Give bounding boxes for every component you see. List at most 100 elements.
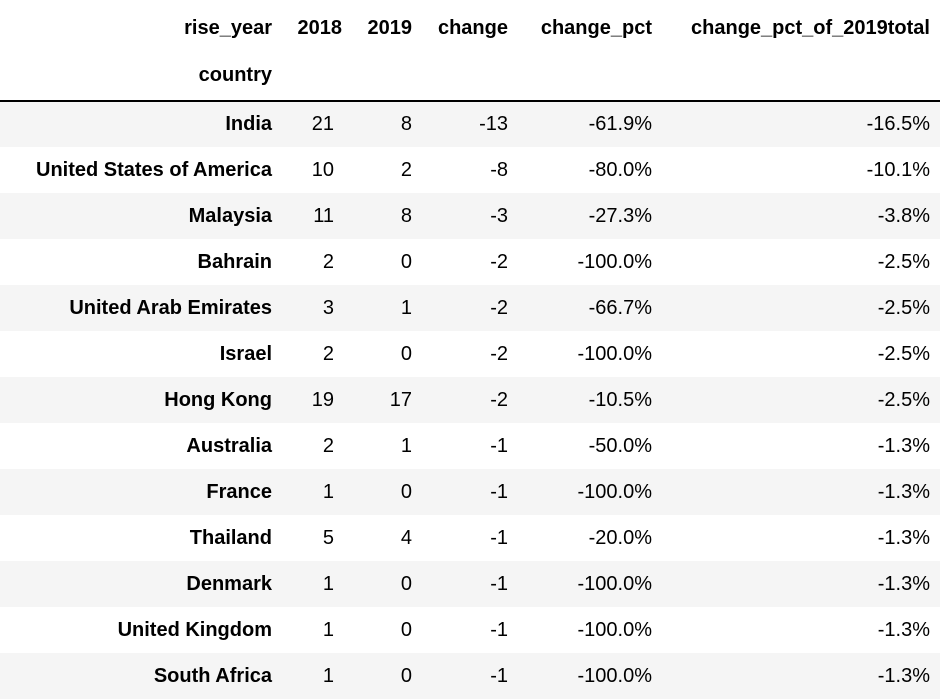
cell-change-pct-of-2019total: -1.3%: [877, 572, 930, 595]
table-row: India 21 8 -13 -61.9% -16.5%: [0, 101, 940, 147]
cell-change-pct-of-2019total: -1.3%: [877, 664, 930, 687]
cell-change-pct-of-2019total: -2.5%: [877, 388, 930, 411]
cell-change-pct-of-2019total: -16.5%: [866, 113, 930, 135]
table-row: Israel 2 0 -2 -100.0% -2.5%: [0, 331, 940, 377]
cell-change-pct: -10.5%: [588, 388, 652, 411]
row-label-country: Australia: [186, 434, 272, 457]
cell-change: -1: [490, 526, 508, 549]
cell-change-pct: -100.0%: [577, 664, 653, 687]
cell-change-pct-of-2019total: -2.5%: [877, 296, 930, 319]
cell-change-pct: -80.0%: [588, 158, 652, 181]
row-label-country: Thailand: [189, 526, 272, 549]
table-row: Australia 2 1 -1 -50.0% -1.3%: [0, 423, 940, 469]
cell-2019: 1: [400, 434, 412, 457]
cell-2019: 8: [400, 204, 412, 227]
table-row: United States of America 10 2 -8 -80.0% -10.1…: [0, 147, 940, 193]
cell-change-pct-of-2019total: -10.1%: [866, 158, 930, 181]
cell-2018: 11: [313, 204, 334, 227]
table-row: United Arab Emirates 3 1 -2 -66.7% -2.5%: [0, 285, 940, 331]
columns-name-label: rise_year: [0, 0, 282, 54]
cell-2019: 0: [400, 664, 412, 687]
cell-2019: 1: [400, 296, 412, 319]
cell-change-pct: -50.0%: [588, 434, 652, 457]
cell-change: -2: [490, 296, 508, 319]
cell-change: -8: [490, 158, 508, 181]
table-row: Malaysia 11 8 -3 -27.3% -3.8%: [0, 193, 940, 239]
cell-change-pct-of-2019total: -1.3%: [877, 434, 930, 457]
column-header-row: rise_year 2018 2019 change change_pct ch…: [0, 0, 940, 54]
table-row: United Kingdom 1 0 -1 -100.0% -1.3%: [0, 607, 940, 653]
table-row: Thailand 5 4 -1 -20.0% -1.3%: [0, 515, 940, 561]
table-row: France 1 0 -1 -100.0% -1.3%: [0, 469, 940, 515]
index-header-row: country: [0, 54, 940, 101]
cell-change-pct: -27.3%: [588, 204, 652, 227]
cell-change-pct-of-2019total: -2.5%: [877, 342, 930, 365]
row-label-country: United Kingdom: [117, 618, 272, 641]
row-label-country: United States of America: [36, 158, 272, 181]
cell-change-pct: -100.0%: [577, 480, 653, 503]
row-label-country: South Africa: [153, 664, 272, 687]
column-header-2018: 2018: [282, 0, 352, 54]
cell-2018: 1: [322, 572, 334, 595]
column-header-change: change: [422, 0, 518, 54]
column-header-change-pct: change_pct: [518, 0, 662, 54]
cell-change-pct-of-2019total: -1.3%: [877, 480, 930, 503]
cell-2018: 3: [322, 296, 334, 319]
row-label-country: France: [206, 480, 272, 503]
cell-2018: 2: [322, 250, 334, 273]
row-label-country: India: [225, 113, 272, 135]
cell-change-pct-of-2019total: -3.8%: [877, 204, 930, 227]
cell-change-pct: -100.0%: [577, 342, 653, 365]
table-body: India 21 8 -13 -61.9% -16.5% United States of …: [0, 101, 940, 699]
cell-change-pct: -100.0%: [577, 572, 653, 595]
cell-change: -1: [490, 664, 508, 687]
row-label-country: United Arab Emirates: [69, 296, 272, 319]
cell-2019: 8: [400, 113, 412, 135]
row-label-country: Denmark: [186, 572, 272, 595]
cell-change-pct-of-2019total: -2.5%: [877, 250, 930, 273]
cell-change: -1: [490, 434, 508, 457]
cell-change-pct: -20.0%: [588, 526, 652, 549]
cell-2019: 0: [400, 480, 412, 503]
row-label-country: Bahrain: [197, 250, 272, 273]
cell-2018: 21: [311, 113, 334, 135]
cell-change: -1: [490, 618, 508, 641]
cell-2018: 2: [322, 434, 334, 457]
cell-2018: 2: [322, 342, 334, 365]
column-header-change-pct-of-2019total: change_pct_of_2019total: [662, 0, 940, 54]
cell-2019: 0: [400, 342, 412, 365]
cell-change: -1: [490, 572, 508, 595]
cell-2019: 4: [400, 526, 412, 549]
cell-2019: 0: [400, 618, 412, 641]
cell-2018: 1: [322, 480, 334, 503]
cell-2018: 1: [322, 664, 334, 687]
cell-2019: 17: [389, 388, 412, 411]
cell-change: -13: [479, 113, 508, 135]
cell-2018: 5: [322, 526, 334, 549]
table-row: Hong Kong 19 17 -2 -10.5% -2.5%: [0, 377, 940, 423]
table-row: South Africa 1 0 -1 -100.0% -1.3%: [0, 653, 940, 699]
cell-2019: 0: [400, 250, 412, 273]
cell-change-pct: -100.0%: [577, 250, 653, 273]
table-row: Bahrain 2 0 -2 -100.0% -2.5%: [0, 239, 940, 285]
cell-2019: 2: [400, 158, 412, 181]
cell-change-pct: -66.7%: [588, 296, 652, 319]
cell-2018: 19: [311, 388, 334, 411]
cell-change: -2: [490, 342, 508, 365]
cell-change: -2: [490, 388, 508, 411]
table-row: Denmark 1 0 -1 -100.0% -1.3%: [0, 561, 940, 607]
table-header: rise_year 2018 2019 change change_pct ch…: [0, 0, 940, 101]
index-name-label: country: [0, 54, 282, 101]
column-header-2019: 2019: [352, 0, 422, 54]
cell-change-pct: -61.9%: [588, 113, 652, 135]
row-label-country: Israel: [219, 342, 272, 365]
cell-2018: 10: [311, 158, 334, 181]
cell-2019: 0: [400, 572, 412, 595]
row-label-country: Hong Kong: [164, 388, 272, 411]
cell-change-pct: -100.0%: [577, 618, 653, 641]
cell-2018: 1: [322, 618, 334, 641]
cell-change: -2: [490, 250, 508, 273]
cell-change-pct-of-2019total: -1.3%: [877, 618, 930, 641]
cell-change-pct-of-2019total: -1.3%: [877, 526, 930, 549]
cell-change: -1: [490, 480, 508, 503]
